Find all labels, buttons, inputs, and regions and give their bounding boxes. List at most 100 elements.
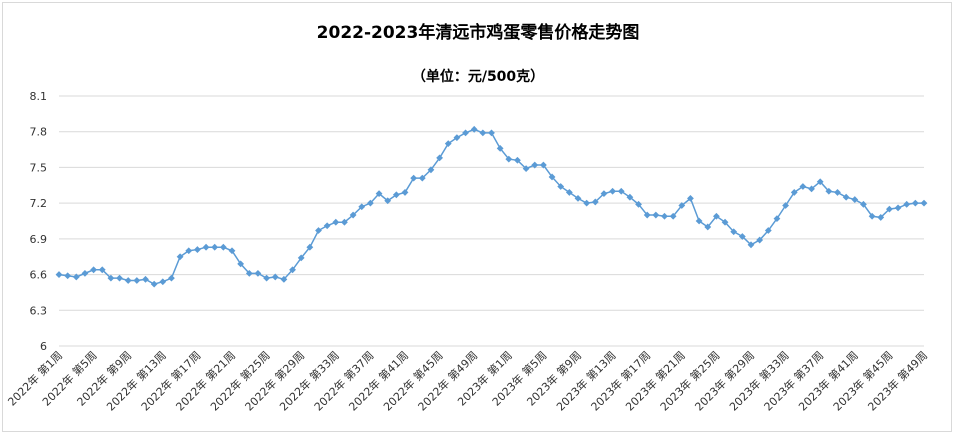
- data-point: [574, 194, 582, 202]
- data-point: [116, 274, 123, 282]
- data-point: [297, 254, 305, 262]
- data-point: [643, 211, 651, 219]
- x-tick-label: 2023年 第49周: [865, 348, 930, 413]
- data-point: [496, 144, 504, 152]
- x-tick-label: 2023年 第33周: [726, 348, 791, 413]
- data-point: [868, 212, 876, 220]
- data-point: [713, 212, 720, 220]
- data-point: [669, 212, 677, 220]
- y-axis-ticks: 8.1 7.8 7.5 7.2 6.9 6.6 6.3 6: [30, 90, 48, 353]
- y-tick-label: 8.1: [30, 90, 48, 103]
- data-point: [704, 223, 712, 231]
- data-point: [903, 200, 911, 208]
- data-point: [730, 228, 738, 236]
- data-point: [851, 196, 859, 203]
- y-tick-label: 6.9: [30, 233, 48, 246]
- data-point: [522, 165, 530, 173]
- data-point: [626, 193, 634, 201]
- data-point: [211, 243, 219, 251]
- data-point: [488, 129, 495, 137]
- x-tick-label: 2022年 第33周: [277, 348, 342, 413]
- data-point: [107, 274, 115, 282]
- data-point: [782, 202, 789, 209]
- x-tick-label: 2022年 第49周: [415, 348, 480, 413]
- data-point: [367, 199, 374, 207]
- data-point: [358, 203, 366, 211]
- data-point: [661, 212, 668, 220]
- data-point: [617, 187, 625, 195]
- data-point: [159, 278, 167, 286]
- data-point: [773, 215, 781, 223]
- data-point: [600, 190, 608, 198]
- data-point: [453, 134, 461, 142]
- data-point: [444, 140, 452, 148]
- data-point: [540, 161, 547, 169]
- x-tick-label: 2022年 第21周: [173, 348, 238, 413]
- x-tick-label: 2023年 第41周: [796, 348, 861, 413]
- data-point: [185, 247, 193, 255]
- x-tick-label: 2022年 第25周: [207, 348, 272, 413]
- data-point: [263, 274, 270, 282]
- data-point: [306, 243, 314, 251]
- data-point: [548, 173, 556, 181]
- data-point: [470, 125, 478, 133]
- data-point: [635, 200, 642, 208]
- data-point: [392, 191, 400, 199]
- data-point: [816, 178, 824, 186]
- data-point: [678, 202, 686, 209]
- data-point: [384, 197, 392, 205]
- data-point: [652, 211, 660, 219]
- data-point: [90, 266, 97, 274]
- data-point: [462, 129, 469, 137]
- data-point: [920, 199, 928, 207]
- data-point: [142, 275, 149, 283]
- data-point: [401, 189, 409, 196]
- data-point: [531, 161, 539, 169]
- x-tick-label: 2023年 第21周: [623, 348, 688, 413]
- x-tick-label: 2022年 第13周: [104, 348, 169, 413]
- data-point: [756, 236, 764, 244]
- data-point: [219, 243, 227, 251]
- data-point: [280, 275, 288, 283]
- data-point: [427, 166, 435, 174]
- data-point: [194, 246, 201, 253]
- data-point: [202, 243, 210, 251]
- price-series: [55, 125, 928, 288]
- data-point: [98, 266, 106, 274]
- data-point: [565, 189, 573, 196]
- data-point: [479, 129, 487, 137]
- x-tick-label: 2022年 第29周: [242, 348, 307, 413]
- series-line: [58, 128, 924, 285]
- data-point: [168, 274, 175, 282]
- data-point: [133, 277, 141, 284]
- chart-title: 2022-2023年清远市鸡蛋零售价格走势图: [316, 23, 640, 43]
- data-point: [289, 266, 296, 274]
- data-point: [55, 271, 63, 278]
- x-tick-label: 2023年 第37周: [761, 348, 826, 413]
- data-point: [436, 154, 443, 162]
- data-point: [609, 187, 616, 195]
- data-point: [410, 174, 418, 182]
- data-point: [315, 227, 322, 234]
- x-tick-label: 2022年 第37周: [311, 348, 376, 413]
- data-point: [418, 174, 426, 182]
- x-tick-label: 2022年 第17周: [138, 348, 203, 413]
- data-point: [591, 198, 599, 206]
- data-point: [825, 187, 833, 195]
- x-tick-label: 2023年 第13周: [553, 348, 618, 413]
- y-tick-label: 7.2: [30, 197, 48, 210]
- data-point: [799, 183, 807, 190]
- data-point: [911, 199, 919, 207]
- data-point: [721, 218, 729, 226]
- data-point: [81, 269, 89, 277]
- data-point: [894, 204, 902, 212]
- data-point: [341, 218, 348, 226]
- data-point: [72, 273, 80, 281]
- x-tick-label: 2023年 第25周: [657, 348, 722, 413]
- data-point: [695, 217, 703, 225]
- data-point: [790, 189, 798, 196]
- data-point: [176, 253, 184, 261]
- data-point: [237, 260, 245, 268]
